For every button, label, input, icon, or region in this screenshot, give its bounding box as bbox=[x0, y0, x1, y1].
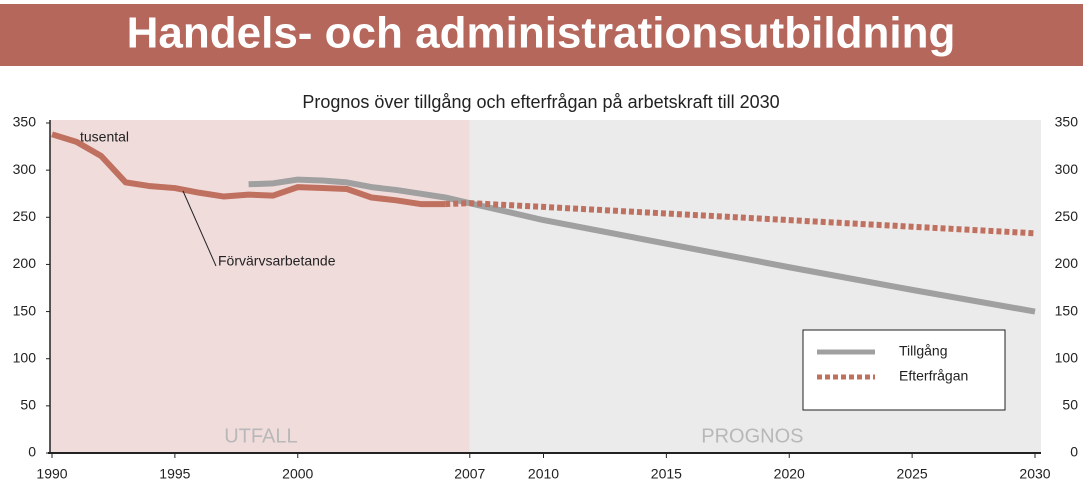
x-tick-label: 2000 bbox=[282, 466, 313, 482]
page-title: Handels- och administrationsutbildning bbox=[127, 9, 956, 58]
y2-tick-label: 200 bbox=[1055, 255, 1079, 271]
y-tick-label: 350 bbox=[13, 114, 37, 130]
y-tick-label: 300 bbox=[13, 161, 37, 177]
y-tick-label: 200 bbox=[13, 255, 37, 271]
x-tick-label: 2010 bbox=[528, 466, 559, 482]
x-tick-label: 1995 bbox=[159, 466, 190, 482]
x-tick-label: 2020 bbox=[774, 466, 805, 482]
x-tick-label: 2030 bbox=[1019, 466, 1050, 482]
y-tick-label: 100 bbox=[13, 349, 37, 365]
y-tick-label: 250 bbox=[13, 208, 37, 224]
y2-tick-label: 0 bbox=[1070, 444, 1078, 460]
series-line bbox=[248, 176, 1036, 315]
x-tick-label: 2025 bbox=[897, 466, 928, 482]
y-tick-label: 150 bbox=[13, 302, 37, 318]
legend-label: Efterfrågan bbox=[899, 368, 968, 384]
banner bbox=[0, 4, 1083, 66]
x-tick-label: 2007 bbox=[454, 466, 485, 482]
x-tick-label: 2015 bbox=[651, 466, 682, 482]
y2-tick-label: 300 bbox=[1055, 161, 1079, 177]
region-label: PROGNOS bbox=[701, 425, 803, 447]
y-tick-label: 0 bbox=[28, 444, 36, 460]
y2-tick-label: 350 bbox=[1055, 114, 1079, 130]
y2-tick-label: 50 bbox=[1062, 397, 1078, 413]
y2-tick-label: 150 bbox=[1055, 302, 1079, 318]
leader-line bbox=[182, 190, 217, 267]
y2-tick-label: 250 bbox=[1055, 208, 1079, 224]
y-tick-label: 50 bbox=[20, 397, 36, 413]
region-label: UTFALL bbox=[224, 425, 297, 447]
unit-label: tusental bbox=[80, 129, 129, 145]
legend-box bbox=[802, 329, 1006, 411]
series-line bbox=[445, 200, 1036, 237]
series-annotation: Förvärvsarbetande bbox=[218, 253, 336, 269]
series-line bbox=[51, 131, 446, 208]
legend-label: Tillgång bbox=[899, 343, 948, 359]
x-tick-label: 1990 bbox=[36, 466, 67, 482]
y2-tick-label: 100 bbox=[1055, 349, 1079, 365]
chart-title: Prognos över tillgång och efterfrågan på… bbox=[302, 92, 779, 112]
